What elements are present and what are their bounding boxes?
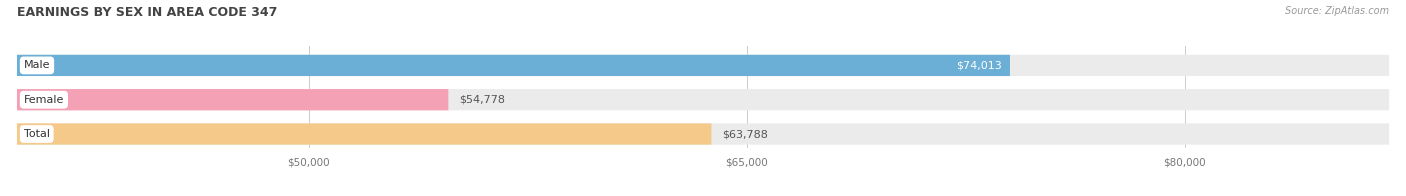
FancyBboxPatch shape (17, 55, 1389, 76)
Text: $63,788: $63,788 (723, 129, 768, 139)
FancyBboxPatch shape (17, 89, 1389, 110)
Text: Total: Total (24, 129, 49, 139)
Text: Source: ZipAtlas.com: Source: ZipAtlas.com (1285, 6, 1389, 16)
FancyBboxPatch shape (17, 89, 449, 110)
FancyBboxPatch shape (17, 123, 711, 145)
FancyBboxPatch shape (17, 123, 1389, 145)
Text: $74,013: $74,013 (956, 60, 1001, 70)
FancyBboxPatch shape (17, 55, 1010, 76)
Text: Male: Male (24, 60, 51, 70)
Text: $54,778: $54,778 (460, 95, 505, 105)
Text: Female: Female (24, 95, 65, 105)
Text: EARNINGS BY SEX IN AREA CODE 347: EARNINGS BY SEX IN AREA CODE 347 (17, 6, 277, 19)
